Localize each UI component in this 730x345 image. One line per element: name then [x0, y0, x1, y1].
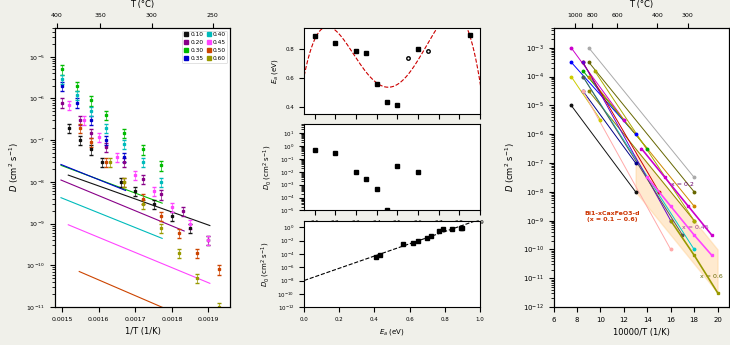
Y-axis label: $D_0$ (cm$^2$ s$^{-1}$): $D_0$ (cm$^2$ s$^{-1}$): [260, 241, 272, 287]
Legend: 0.10, 0.20, 0.30, 0.35, 0.40, 0.45, 0.50, 0.60: 0.10, 0.20, 0.30, 0.35, 0.40, 0.45, 0.50…: [182, 30, 228, 63]
Text: Bi1-xCaxFeO3-d
(x = 0.1 ~ 0.6): Bi1-xCaxFeO3-d (x = 0.1 ~ 0.6): [585, 211, 640, 221]
X-axis label: T (°C): T (°C): [629, 0, 653, 9]
X-axis label: Ca doping ratio: Ca doping ratio: [365, 231, 419, 237]
Text: x = 0.6: x = 0.6: [700, 274, 723, 279]
X-axis label: $E_a$ (eV): $E_a$ (eV): [379, 327, 405, 337]
Text: x = 0.45: x = 0.45: [683, 225, 709, 230]
Y-axis label: $E_a$ (eV): $E_a$ (eV): [270, 58, 280, 83]
X-axis label: 10000/T (1/K): 10000/T (1/K): [613, 328, 670, 337]
X-axis label: T (°C): T (°C): [131, 0, 155, 9]
Y-axis label: $D_0$ (cm$^2$ s$^{-1}$): $D_0$ (cm$^2$ s$^{-1}$): [262, 145, 274, 190]
Y-axis label: $D$ (cm$^2$ s$^{-1}$): $D$ (cm$^2$ s$^{-1}$): [504, 142, 518, 192]
X-axis label: 1/T (1/K): 1/T (1/K): [125, 327, 161, 336]
Y-axis label: $D$ (cm$^2$ s$^{-1}$): $D$ (cm$^2$ s$^{-1}$): [7, 142, 20, 192]
Text: x = 0.2: x = 0.2: [671, 182, 694, 187]
